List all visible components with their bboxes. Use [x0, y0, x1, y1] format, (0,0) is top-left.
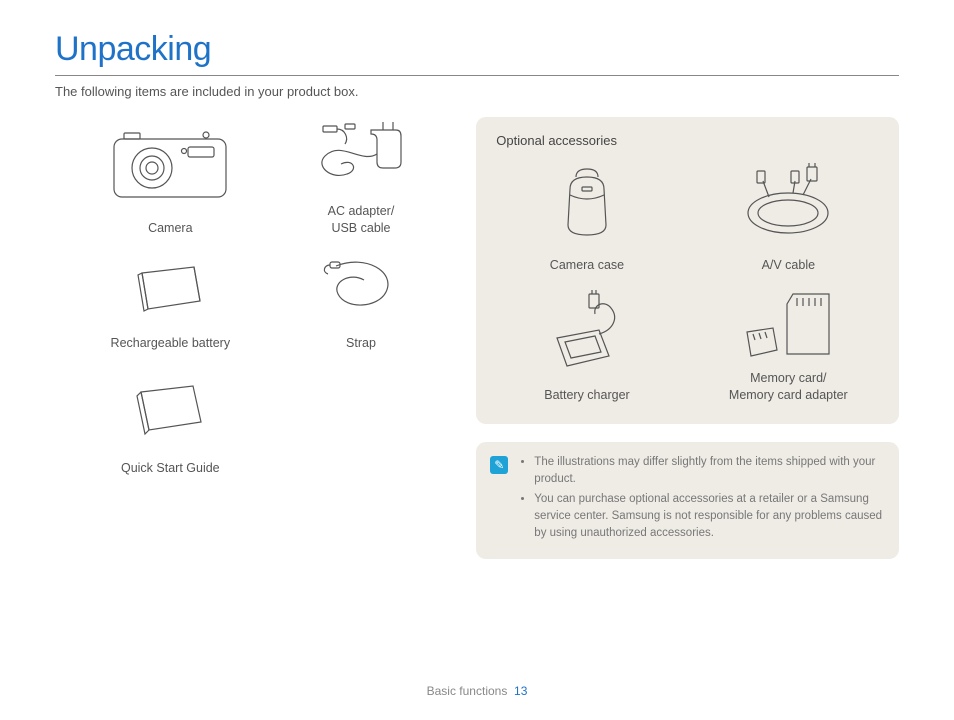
optional-heading: Optional accessories	[496, 133, 879, 148]
item-camera: Camera	[85, 117, 256, 237]
item-label: Memory card/ Memory card adapter	[729, 370, 848, 404]
notes-panel: ✎ The illustrations may differ slightly …	[476, 442, 899, 559]
item-camera-case: Camera case	[496, 154, 677, 274]
page-title: Unpacking	[55, 30, 899, 75]
footer-section: Basic functions	[427, 684, 508, 698]
note-item: The illustrations may differ slightly fr…	[534, 454, 885, 487]
item-ac-adapter: AC adapter/ USB cable	[276, 117, 447, 237]
ac-adapter-icon	[276, 117, 447, 197]
item-label: Camera case	[550, 257, 624, 274]
item-label: Strap	[346, 335, 376, 352]
manual-page: Unpacking The following items are includ…	[0, 0, 954, 720]
page-footer: Basic functions 13	[0, 684, 954, 698]
item-label: Camera	[148, 220, 192, 237]
content-columns: Camera	[55, 117, 899, 559]
camera-icon	[85, 117, 256, 214]
note-icon: ✎	[490, 456, 508, 474]
item-label: Quick Start Guide	[121, 460, 220, 477]
label-line-2: Memory card adapter	[729, 388, 848, 402]
empty-cell	[276, 362, 447, 477]
item-av-cable: A/V cable	[698, 154, 879, 274]
av-cable-icon	[698, 154, 879, 251]
memory-card-icon	[698, 284, 879, 364]
item-memory-card: Memory card/ Memory card adapter	[698, 284, 879, 404]
battery-icon	[85, 247, 256, 329]
item-strap: Strap	[276, 247, 447, 352]
item-label: AC adapter/ USB cable	[328, 203, 395, 237]
title-rule	[55, 75, 899, 76]
item-label: A/V cable	[762, 257, 816, 274]
battery-charger-icon	[496, 284, 677, 381]
item-label: Rechargeable battery	[111, 335, 231, 352]
camera-case-icon	[496, 154, 677, 251]
strap-icon	[276, 247, 447, 329]
notes-list: The illustrations may differ slightly fr…	[518, 454, 885, 545]
item-battery-charger: Battery charger	[496, 284, 677, 404]
page-subtitle: The following items are included in your…	[55, 84, 899, 99]
right-column: Optional accessories	[476, 117, 899, 559]
footer-page-number: 13	[514, 684, 527, 698]
included-items: Camera	[55, 117, 446, 559]
label-line-1: Memory card/	[750, 371, 826, 385]
note-item: You can purchase optional accessories at…	[534, 491, 885, 541]
item-battery: Rechargeable battery	[85, 247, 256, 352]
label-line-2: USB cable	[331, 221, 390, 235]
item-label: Battery charger	[544, 387, 629, 404]
guide-icon	[85, 362, 256, 454]
optional-accessories-panel: Optional accessories	[476, 117, 899, 424]
item-quick-start-guide: Quick Start Guide	[85, 362, 256, 477]
label-line-1: AC adapter/	[328, 204, 395, 218]
